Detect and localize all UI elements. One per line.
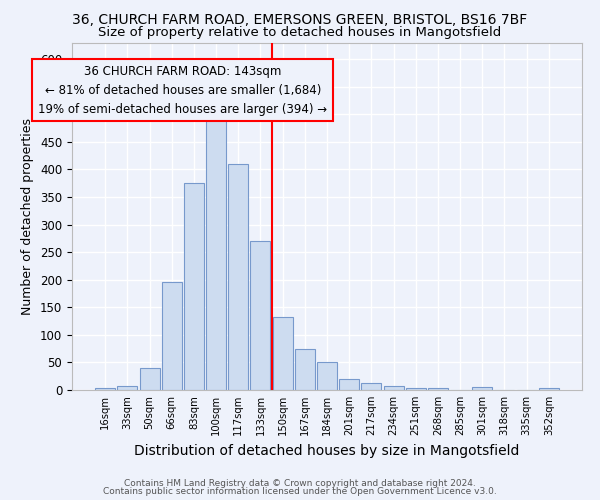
Text: Contains HM Land Registry data © Crown copyright and database right 2024.: Contains HM Land Registry data © Crown c…	[124, 478, 476, 488]
Bar	[162, 282, 182, 390]
X-axis label: Distribution of detached houses by size in Mangotsfield: Distribution of detached houses by size …	[134, 444, 520, 458]
Bar	[118, 386, 137, 390]
Bar	[361, 384, 382, 390]
Bar	[272, 316, 293, 390]
Text: 36 CHURCH FARM ROAD: 143sqm
← 81% of detached houses are smaller (1,684)
19% of : 36 CHURCH FARM ROAD: 143sqm ← 81% of det…	[38, 64, 328, 116]
Text: Contains public sector information licensed under the Open Government Licence v3: Contains public sector information licen…	[103, 487, 497, 496]
Bar	[250, 241, 271, 390]
Bar	[95, 388, 115, 390]
Bar	[228, 164, 248, 390]
Text: Size of property relative to detached houses in Mangotsfield: Size of property relative to detached ho…	[98, 26, 502, 39]
Bar	[339, 379, 359, 390]
Bar	[406, 388, 426, 390]
Bar	[428, 388, 448, 390]
Bar	[295, 348, 315, 390]
Bar	[140, 368, 160, 390]
Bar	[383, 386, 404, 390]
Bar	[206, 120, 226, 390]
Bar	[317, 362, 337, 390]
Bar	[472, 387, 492, 390]
Bar	[184, 183, 204, 390]
Bar	[539, 388, 559, 390]
Text: 36, CHURCH FARM ROAD, EMERSONS GREEN, BRISTOL, BS16 7BF: 36, CHURCH FARM ROAD, EMERSONS GREEN, BR…	[73, 12, 527, 26]
Y-axis label: Number of detached properties: Number of detached properties	[22, 118, 34, 315]
